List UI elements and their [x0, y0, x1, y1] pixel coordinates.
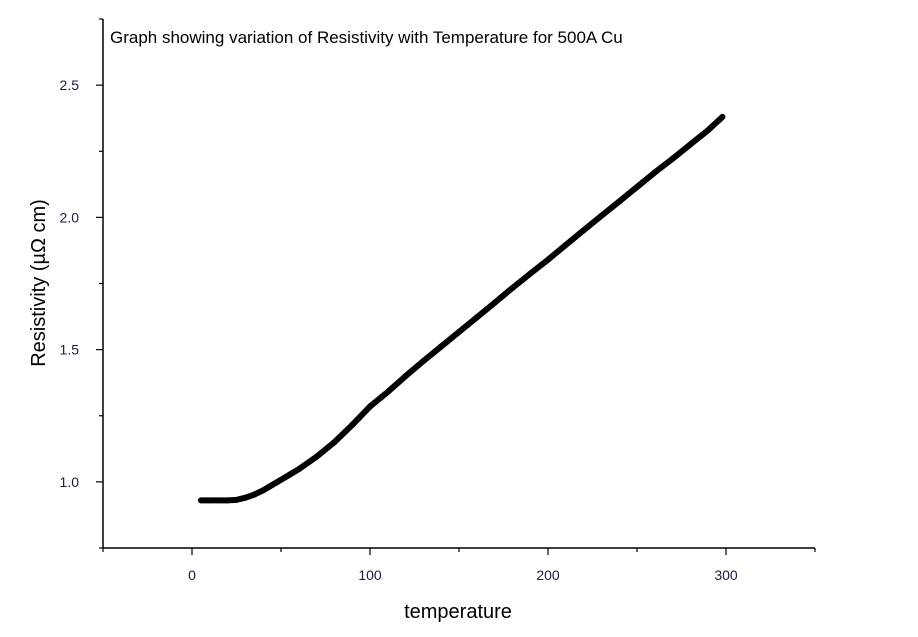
data-point — [278, 476, 284, 483]
data-point — [295, 466, 302, 473]
x-tick-label: 200 — [536, 567, 560, 583]
x-axis-title: temperature — [404, 601, 512, 623]
data-point — [473, 314, 480, 321]
x-tick-label: 0 — [188, 567, 196, 583]
data-point — [562, 241, 569, 248]
data-point — [509, 284, 516, 291]
chart-title: Graph showing variation of Resistivity w… — [110, 28, 623, 47]
data-point — [598, 212, 605, 219]
series-layer — [197, 113, 726, 504]
y-tick-label: 1.0 — [60, 474, 80, 490]
data-point — [580, 227, 587, 234]
data-point — [313, 453, 320, 460]
data-point — [384, 388, 391, 395]
data-point — [634, 183, 640, 190]
ticks: 0 100 200 300 1.0 1.5 2.0 2.5 — [60, 18, 816, 583]
series-line — [200, 114, 725, 504]
data-point — [669, 155, 676, 162]
data-point — [705, 127, 712, 134]
data-point — [197, 497, 204, 504]
data-point — [545, 256, 551, 263]
data-point — [286, 471, 293, 478]
data-point — [687, 141, 694, 148]
data-point — [438, 343, 445, 350]
data-point — [331, 439, 338, 446]
data-point — [269, 482, 276, 489]
data-point — [527, 270, 534, 277]
data-point — [349, 422, 356, 429]
data-point — [420, 357, 427, 364]
data-point — [251, 491, 258, 498]
data-point — [491, 299, 498, 306]
data-point — [242, 494, 249, 501]
data-point — [260, 487, 267, 494]
data-point — [402, 373, 409, 380]
data-point — [456, 328, 462, 335]
y-tick-label: 2.5 — [60, 77, 80, 93]
y-tick-label: 2.0 — [60, 209, 80, 225]
y-axis-title: Resistivity (µΩ cm) — [28, 199, 50, 367]
data-point — [206, 497, 213, 504]
data-point — [224, 497, 231, 504]
data-point — [616, 198, 623, 205]
x-tick-label: 100 — [358, 567, 382, 583]
x-tick-label: 300 — [714, 567, 738, 583]
y-tick-label: 1.5 — [60, 342, 80, 358]
axes — [102, 19, 815, 549]
data-point — [367, 403, 373, 410]
data-point — [651, 169, 658, 176]
data-point — [215, 497, 222, 504]
data-point — [233, 496, 240, 503]
data-point — [719, 113, 726, 120]
